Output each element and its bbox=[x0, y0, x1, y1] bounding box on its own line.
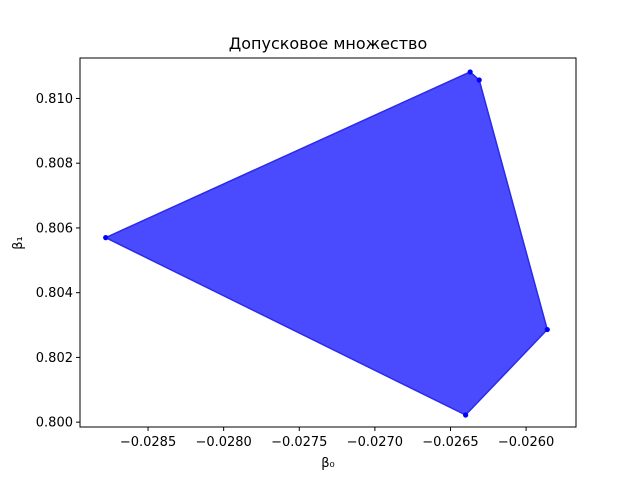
y-tick-label: 0.804 bbox=[36, 286, 73, 301]
y-tick-label: 0.808 bbox=[36, 157, 73, 172]
y-tick-label: 0.810 bbox=[36, 92, 73, 107]
vertex-point-2 bbox=[476, 77, 482, 83]
chart-title: Допусковое множество bbox=[229, 34, 428, 53]
vertex-point-1 bbox=[467, 69, 473, 75]
y-axis-label: β₁ bbox=[11, 236, 26, 250]
x-tick-label: −0.0275 bbox=[271, 435, 327, 450]
axes-frame bbox=[79, 57, 577, 428]
y-tick-label: 0.800 bbox=[36, 416, 73, 431]
x-axis: −0.0285 −0.0280 −0.0275 −0.0270 −0.0265 −0.02… bbox=[120, 427, 554, 450]
tolerance-set-polygon bbox=[103, 71, 549, 416]
vertex-point-4 bbox=[463, 412, 469, 418]
y-tick-label: 0.806 bbox=[36, 221, 73, 236]
x-tick-label: −0.0280 bbox=[195, 435, 251, 450]
y-axis: 0.800 0.802 0.804 0.806 0.808 0.810 bbox=[36, 92, 80, 431]
x-tick-label: −0.0270 bbox=[347, 435, 403, 450]
vertex-point-0 bbox=[103, 235, 109, 241]
x-tick-label: −0.0260 bbox=[498, 435, 554, 450]
x-axis-label: β₀ bbox=[321, 456, 335, 471]
x-tick-label: −0.0265 bbox=[422, 435, 478, 450]
x-tick-label: −0.0285 bbox=[120, 435, 176, 450]
y-tick-label: 0.802 bbox=[36, 351, 73, 366]
plot-area bbox=[103, 69, 550, 418]
vertex-point-3 bbox=[544, 326, 550, 333]
